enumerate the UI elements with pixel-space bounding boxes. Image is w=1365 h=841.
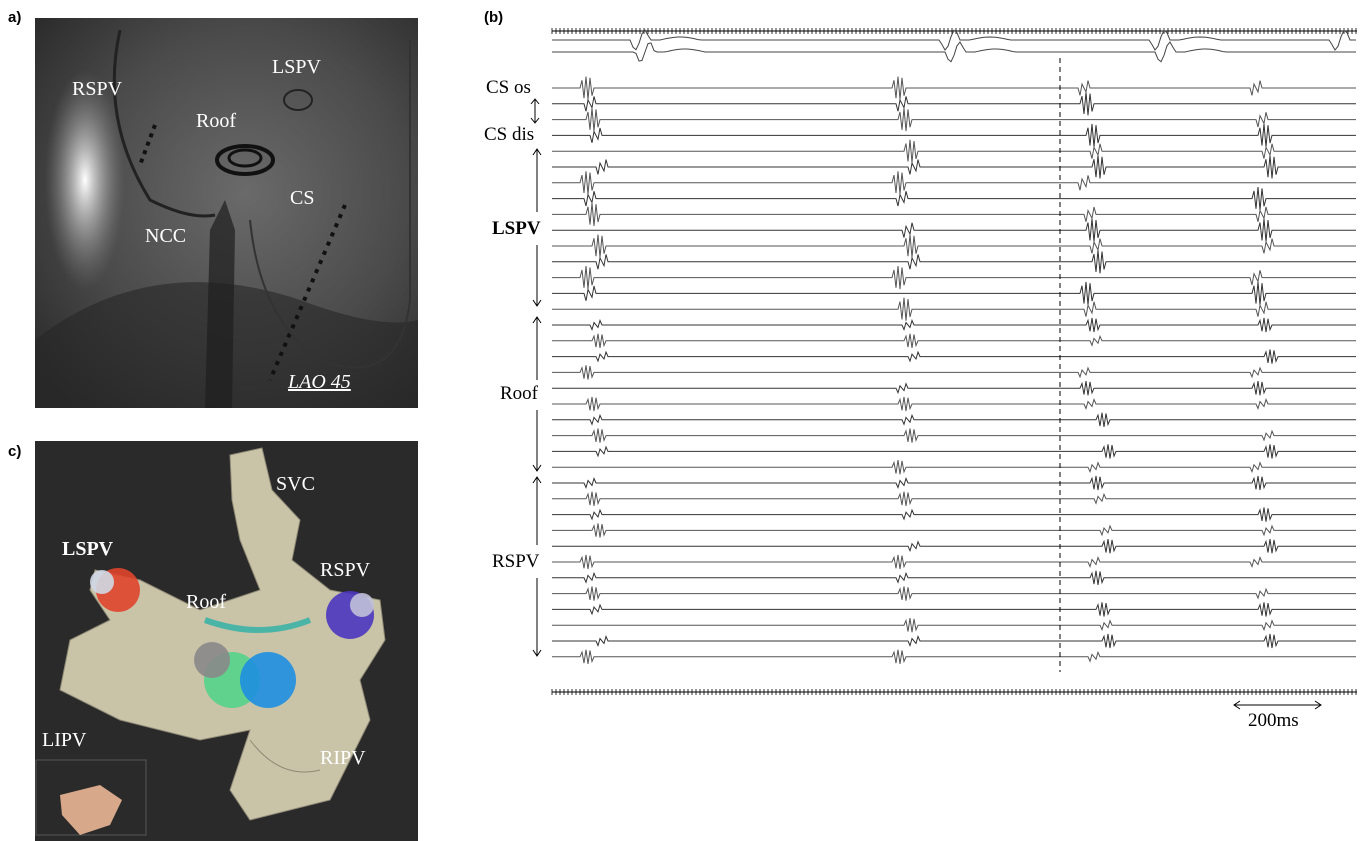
annotation: NCC bbox=[145, 225, 186, 247]
egm-trace bbox=[552, 76, 1356, 100]
egm-trace bbox=[552, 428, 1356, 443]
annotation: Roof bbox=[186, 591, 226, 613]
egm-trace bbox=[552, 381, 1356, 396]
annotation: CS bbox=[290, 187, 314, 209]
channel-label: CS os bbox=[486, 77, 531, 98]
egm-trace bbox=[552, 570, 1356, 585]
annotation: RSPV bbox=[72, 78, 123, 100]
egm-trace bbox=[552, 618, 1356, 633]
egm-trace bbox=[552, 218, 1356, 242]
time-ticks bbox=[551, 28, 1357, 34]
egm-trace bbox=[552, 396, 1356, 412]
egm-trace bbox=[552, 365, 1356, 380]
egm-trace bbox=[552, 123, 1356, 147]
electroanatomic-map bbox=[35, 441, 418, 841]
egm-trace bbox=[552, 266, 1356, 290]
channel-arrows bbox=[530, 98, 1322, 710]
annotation: Roof bbox=[196, 110, 236, 132]
ecg-trace bbox=[552, 41, 1356, 63]
annotation: LAO 45 bbox=[287, 371, 351, 393]
panel-label: c) bbox=[8, 443, 21, 460]
egm-trace bbox=[552, 554, 1356, 570]
channel-label: Roof bbox=[500, 383, 539, 404]
egm-trace bbox=[552, 171, 1356, 195]
channel-label: RSPV bbox=[492, 551, 540, 572]
egm-trace bbox=[552, 523, 1356, 538]
egm-trace bbox=[552, 281, 1356, 305]
egm-trace bbox=[552, 539, 1356, 554]
panel-label: (b) bbox=[484, 9, 503, 26]
egm-trace bbox=[552, 250, 1356, 274]
egm-trace bbox=[552, 475, 1356, 491]
annotation: RIPV bbox=[320, 747, 366, 769]
egm-trace bbox=[552, 333, 1356, 348]
annotation: SVC bbox=[276, 473, 315, 495]
egm-trace bbox=[552, 444, 1356, 459]
egm-trace bbox=[552, 234, 1356, 258]
channel-label: CS dis bbox=[484, 124, 534, 145]
ecg-trace bbox=[552, 29, 1356, 51]
egm-trace bbox=[552, 649, 1356, 664]
egm-trace bbox=[552, 633, 1356, 649]
egm-trace bbox=[552, 202, 1356, 226]
egm-trace bbox=[552, 108, 1356, 132]
annotation: LSPV bbox=[272, 56, 321, 78]
annotation: RSPV bbox=[320, 559, 371, 581]
egm-trace bbox=[552, 491, 1356, 506]
time-ticks bbox=[551, 689, 1357, 695]
egm-trace bbox=[552, 349, 1356, 364]
egm-trace bbox=[552, 187, 1356, 211]
egm-trace bbox=[552, 92, 1356, 116]
egm-trace bbox=[552, 139, 1356, 163]
panel-label: a) bbox=[8, 9, 21, 26]
egm-trace bbox=[552, 602, 1356, 617]
annotation: LSPV bbox=[62, 538, 114, 560]
channel-label: LSPV bbox=[492, 218, 541, 239]
annotation: LIPV bbox=[42, 729, 87, 751]
scale-label: 200ms bbox=[1248, 710, 1299, 731]
egm-trace bbox=[552, 317, 1356, 333]
egm-trace bbox=[552, 460, 1356, 475]
electrogram-traces bbox=[551, 28, 1357, 695]
egm-trace bbox=[552, 412, 1356, 427]
egm-trace bbox=[552, 507, 1356, 522]
egm-trace bbox=[552, 586, 1356, 601]
fluoroscopy-image bbox=[35, 18, 418, 408]
egm-trace bbox=[552, 297, 1356, 321]
egm-trace bbox=[552, 155, 1356, 179]
